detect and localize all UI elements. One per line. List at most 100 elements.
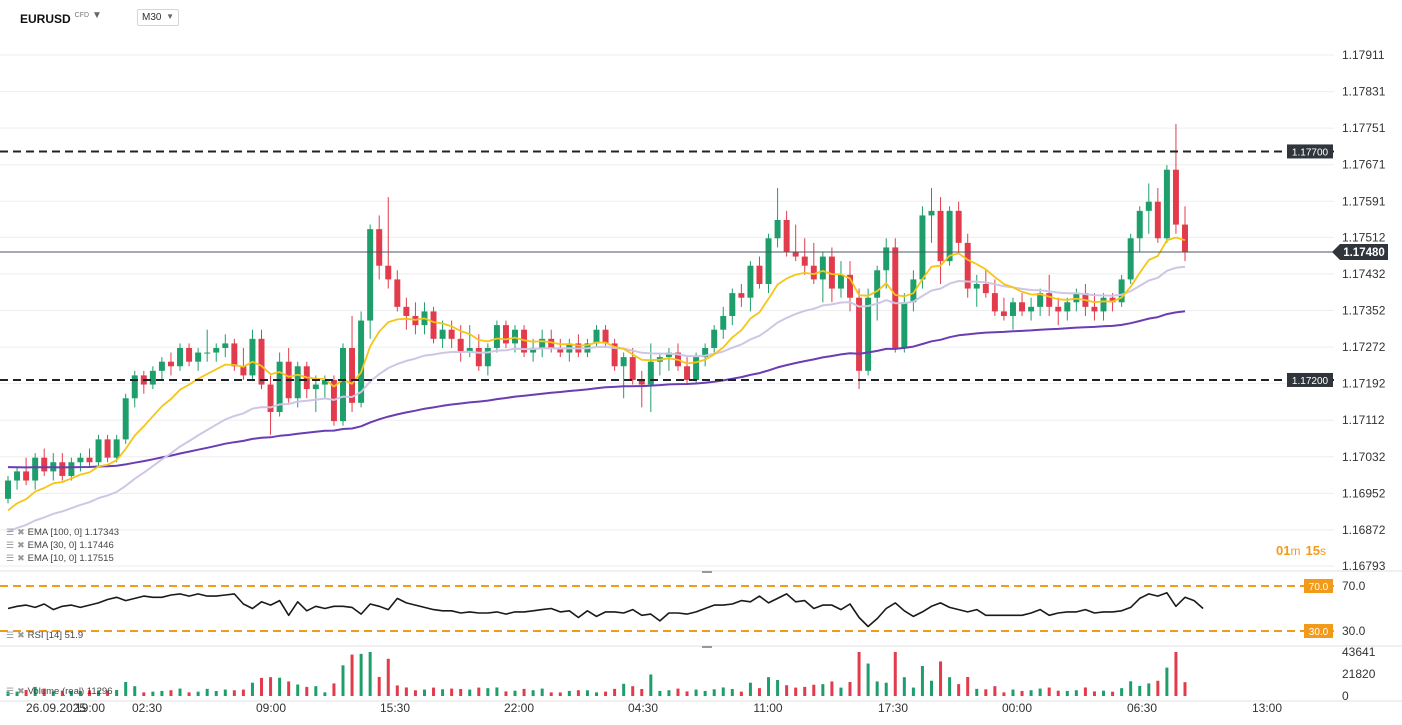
volume-bar xyxy=(42,688,46,696)
time-axis-label: 06:30 xyxy=(1127,701,1157,715)
current-price-label: 1.17480 xyxy=(1343,247,1385,259)
countdown-seconds: 15 xyxy=(1305,543,1320,558)
candle-body xyxy=(629,357,636,380)
volume-bar xyxy=(776,680,780,696)
candle xyxy=(982,270,989,298)
volume-bar xyxy=(984,689,988,696)
candle-body xyxy=(5,480,11,499)
candle xyxy=(294,361,301,408)
candle xyxy=(1019,293,1026,316)
rsi-level-tag xyxy=(1304,624,1333,638)
chevron-down-icon[interactable]: ▼ xyxy=(92,10,102,21)
volume-bar xyxy=(1047,687,1051,696)
volume-bar xyxy=(604,691,608,696)
indicator-legend-ema100[interactable]: ☰ ✖ EMA [100, 0] 1.17343 xyxy=(6,527,119,538)
candle xyxy=(86,448,93,467)
volume-bar xyxy=(911,687,915,696)
candle xyxy=(865,288,872,376)
candle xyxy=(1037,288,1044,316)
volume-bar xyxy=(966,676,970,696)
rsi-axis-label: 70.0 xyxy=(1342,579,1366,593)
indicator-value: 11296 xyxy=(86,686,113,697)
close-icon[interactable]: ✖ xyxy=(17,527,25,537)
candle-body xyxy=(1046,293,1053,307)
candle xyxy=(249,329,256,380)
candle xyxy=(213,343,220,362)
volume-bar xyxy=(929,680,933,696)
volume-bar xyxy=(332,683,336,696)
candle xyxy=(448,320,455,348)
candle xyxy=(385,197,392,289)
candle xyxy=(919,206,926,289)
settings-icon[interactable]: ☰ xyxy=(6,527,15,537)
candle xyxy=(810,242,817,284)
candle-body xyxy=(1037,293,1044,307)
volume-bar xyxy=(178,688,182,696)
candle xyxy=(1163,165,1170,243)
candle xyxy=(883,238,890,289)
candle xyxy=(376,215,383,280)
volume-bar xyxy=(97,690,101,696)
candle-body xyxy=(475,347,482,367)
settings-icon[interactable]: ☰ xyxy=(6,540,15,550)
candle-body xyxy=(620,357,627,367)
timeframe-select[interactable]: M30 ▼ xyxy=(137,9,179,26)
price-axis-label: 1.17911 xyxy=(1342,48,1385,62)
candle-body xyxy=(113,439,120,458)
candle xyxy=(240,347,247,380)
candle xyxy=(910,270,917,312)
candle xyxy=(656,352,663,376)
indicator-legend-ema30[interactable]: ☰ ✖ EMA [30, 0] 1.17446 xyxy=(6,540,114,551)
volume-bar xyxy=(269,677,273,696)
volume-bar xyxy=(1156,680,1160,696)
rsi-level-tag xyxy=(1304,579,1333,593)
candle xyxy=(1000,297,1007,321)
candle xyxy=(1064,297,1071,321)
close-icon[interactable]: ✖ xyxy=(17,540,25,550)
settings-icon[interactable]: ☰ xyxy=(6,630,15,640)
settings-icon[interactable]: ☰ xyxy=(6,686,15,696)
volume-bar xyxy=(368,652,372,696)
candle-body xyxy=(892,247,899,348)
candle xyxy=(747,261,754,312)
indicator-legend-volume[interactable]: ☰ ✖ Volume (real) 11296 xyxy=(6,686,112,697)
volume-bar xyxy=(730,689,734,696)
settings-icon[interactable]: ☰ xyxy=(6,553,15,563)
price-axis-label: 1.16793 xyxy=(1342,559,1386,573)
candle xyxy=(991,279,998,316)
close-icon[interactable]: ✖ xyxy=(17,630,25,640)
volume-bar xyxy=(1002,692,1006,696)
candle-body xyxy=(493,325,500,348)
candle xyxy=(783,210,790,257)
candle-body xyxy=(68,462,75,476)
indicator-legend-rsi[interactable]: ☰ ✖ RSI [14] 51.9 xyxy=(6,630,83,641)
time-axis-label: 15:30 xyxy=(380,701,410,715)
candle xyxy=(1100,293,1107,321)
volume-bar xyxy=(830,681,834,696)
candle xyxy=(837,261,844,298)
candle-body xyxy=(394,279,401,307)
ema10-line xyxy=(7,236,1186,512)
volume-bar xyxy=(395,685,399,696)
candle-body xyxy=(982,283,989,294)
volume-bar xyxy=(549,692,553,696)
close-icon[interactable]: ✖ xyxy=(17,686,25,696)
indicator-legend-ema10[interactable]: ☰ ✖ EMA [10, 0] 1.17515 xyxy=(6,553,114,564)
volume-bar xyxy=(812,684,816,696)
close-icon[interactable]: ✖ xyxy=(17,553,25,563)
price-axis-label: 1.17831 xyxy=(1342,85,1386,99)
candle-body xyxy=(312,384,319,390)
candle-body xyxy=(1028,306,1035,312)
candle-body xyxy=(1154,201,1161,239)
candle-body xyxy=(756,265,763,284)
volume-bar xyxy=(15,691,19,696)
volume-bar xyxy=(703,690,707,696)
candle xyxy=(367,224,374,339)
symbol-selector[interactable]: EURUSD CFD xyxy=(20,12,89,26)
candle-body xyxy=(964,242,971,289)
chart-toolbar: EURUSD CFD ▼ M30 ▼ xyxy=(0,0,1402,36)
candle-body xyxy=(837,274,844,289)
volume-bar xyxy=(468,689,472,696)
candle xyxy=(340,343,346,426)
